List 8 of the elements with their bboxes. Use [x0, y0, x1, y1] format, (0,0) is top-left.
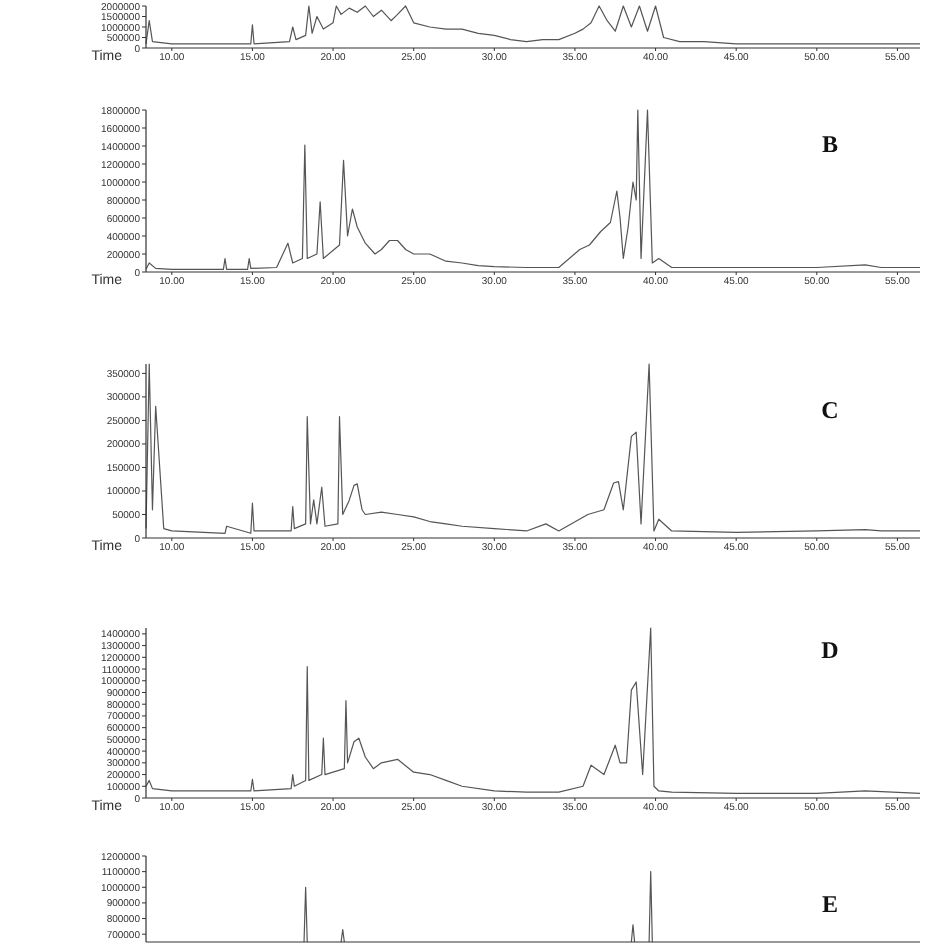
chart-title: D [821, 636, 840, 665]
line-series [145, 627, 921, 794]
text: B [821, 130, 839, 159]
text: C [821, 396, 839, 425]
line-series [145, 363, 921, 534]
line-series [145, 5, 921, 45]
line-series [145, 109, 921, 270]
text: E [821, 890, 839, 919]
